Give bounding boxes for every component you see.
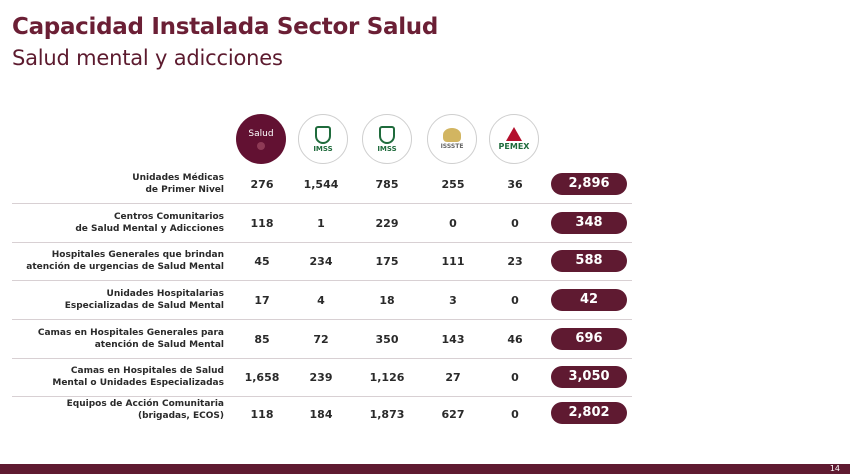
- table-cell: 27: [445, 371, 461, 384]
- salud-logo-icon: Salud: [236, 114, 286, 164]
- issste-emblem-icon: [443, 128, 461, 142]
- row-label-camas-hospitales-salud-mental: Camas en Hospitales de Salud Mental o Uni…: [52, 366, 224, 388]
- row-label-centros-comunitarios: Centros Comunitarios de Salud Mental y Ad…: [75, 212, 224, 234]
- table-cell: 46: [507, 333, 523, 346]
- table-cell: 85: [254, 333, 270, 346]
- row-divider: [12, 319, 632, 320]
- total-badge: 3,050: [551, 366, 627, 388]
- table-cell: 276: [250, 178, 274, 191]
- total-badge: 2,896: [551, 173, 627, 195]
- table-cell: 1,544: [303, 178, 339, 191]
- page-title: Capacidad Instalada Sector Salud: [12, 14, 439, 40]
- table-cell: 0: [511, 217, 519, 230]
- total-badge: 348: [551, 212, 627, 234]
- total-badge: 42: [551, 289, 627, 311]
- table-cell: 1,873: [369, 408, 405, 421]
- table-cell: 0: [511, 408, 519, 421]
- table-cell: 785: [375, 178, 399, 191]
- table-cell: 143: [441, 333, 465, 346]
- issste-logo-label: ISSSTE: [440, 143, 464, 150]
- pemex-logo-icon: PEMEX: [489, 114, 539, 164]
- total-badge: 696: [551, 328, 627, 350]
- salud-logo-label: Salud: [248, 128, 274, 139]
- table-cell: 18: [379, 294, 395, 307]
- salud-seal-icon: [257, 141, 265, 150]
- imss-bienestar-shield-icon: [379, 125, 395, 144]
- imss-logo-icon: IMSS: [298, 114, 348, 164]
- table-cell: 1,126: [369, 371, 405, 384]
- footer-bar: 14: [0, 464, 850, 474]
- imss-shield-icon: [315, 125, 331, 144]
- row-divider: [12, 396, 632, 397]
- table-cell: 255: [441, 178, 465, 191]
- table-cell: 118: [250, 217, 274, 230]
- table-cell: 175: [375, 255, 399, 268]
- table-cell: 118: [250, 408, 274, 421]
- page-number: 14: [829, 464, 840, 473]
- imss-bienestar-logo-label: IMSS: [377, 144, 397, 153]
- table-cell: 36: [507, 178, 523, 191]
- table-cell: 350: [375, 333, 399, 346]
- table-cell: 1: [317, 217, 325, 230]
- row-label-equipos-accion-comunitaria: Equipos de Acción Comunitaria (brigadas, …: [66, 399, 224, 421]
- row-divider: [12, 358, 632, 359]
- table-cell: 1,658: [244, 371, 280, 384]
- row-label-unidades-medicas: Unidades Médicas de Primer Nivel: [132, 173, 224, 195]
- table-cell: 111: [441, 255, 465, 268]
- table-cell: 627: [441, 408, 465, 421]
- table-cell: 229: [375, 217, 399, 230]
- table-cell: 17: [254, 294, 270, 307]
- row-label-unidades-hospitalarias: Unidades Hospitalarias Especializadas de …: [64, 289, 224, 311]
- page-subtitle: Salud mental y adicciones: [12, 46, 283, 70]
- table-cell: 0: [511, 371, 519, 384]
- row-divider: [12, 242, 632, 243]
- table-cell: 184: [309, 408, 333, 421]
- table-cell: 0: [511, 294, 519, 307]
- row-label-camas-hospitales-generales: Camas en Hospitales Generales para atenci…: [37, 328, 224, 350]
- table-cell: 72: [313, 333, 329, 346]
- row-label-hospitales-generales: Hospitales Generales que brindan atención…: [26, 250, 224, 272]
- row-divider: [12, 203, 632, 204]
- row-divider: [12, 280, 632, 281]
- table-cell: 239: [309, 371, 333, 384]
- table-cell: 0: [449, 217, 457, 230]
- table-cell: 4: [317, 294, 325, 307]
- table-cell: 234: [309, 255, 333, 268]
- table-cell: 3: [449, 294, 457, 307]
- pemex-logo-label: PEMEX: [498, 142, 530, 151]
- issste-logo-icon: ISSSTE: [427, 114, 477, 164]
- total-badge: 588: [551, 250, 627, 272]
- total-badge: 2,802: [551, 402, 627, 424]
- imss-bienestar-logo-icon: IMSS: [362, 114, 412, 164]
- table-cell: 45: [254, 255, 270, 268]
- pemex-eagle-icon: [506, 127, 522, 141]
- table-cell: 23: [507, 255, 523, 268]
- imss-logo-label: IMSS: [313, 144, 333, 153]
